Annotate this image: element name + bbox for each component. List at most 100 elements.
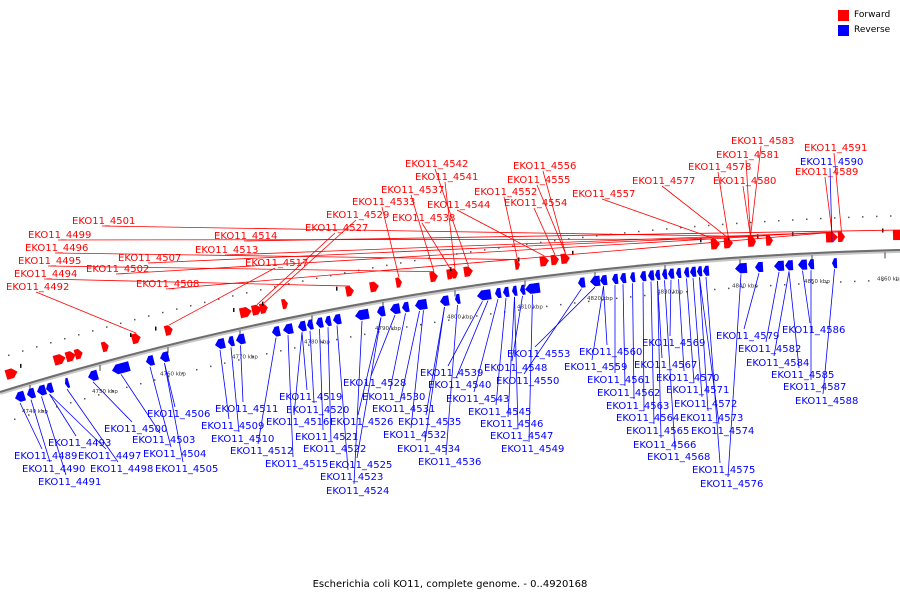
forward-gene-leader xyxy=(434,168,469,267)
forward-gene-leader xyxy=(263,219,357,304)
track-dot xyxy=(876,215,878,218)
track-dot xyxy=(246,292,248,294)
reverse-gene-label: EKO11_4590 xyxy=(800,157,863,168)
reverse-gene-label: EKO11_4532 xyxy=(383,430,446,441)
track-dot xyxy=(288,283,290,285)
track-dot xyxy=(512,245,514,247)
reverse-gene-label: EKO11_4523 xyxy=(320,472,383,483)
reverse-gene-label: EKO11_4572 xyxy=(674,399,737,410)
track-dot xyxy=(386,264,388,267)
reverse-gene-leader xyxy=(219,349,230,420)
reverse-gene-label: EKO11_4510 xyxy=(211,434,274,445)
reverse-gene-leader xyxy=(357,317,382,416)
reverse-gene-arrow xyxy=(45,382,55,394)
ruler-label: 4820 kbp xyxy=(587,296,613,302)
track-dot xyxy=(134,318,136,321)
forward-gene-arrow xyxy=(100,341,109,353)
reverse-gene-leader xyxy=(591,286,604,361)
reverse-gene-arrow xyxy=(315,317,324,328)
track-dot xyxy=(602,299,604,301)
track-dot xyxy=(882,279,884,282)
track-dot xyxy=(540,241,542,244)
reverse-gene-leader xyxy=(309,330,315,404)
track-dot xyxy=(840,281,842,283)
reverse-gene-arrow xyxy=(214,337,226,349)
forward-gene-label: EKO11_4494 xyxy=(14,269,77,280)
reverse-gene-label: EKO11_4531 xyxy=(372,404,435,415)
reverse-gene-arrow xyxy=(88,369,99,381)
track-dot xyxy=(372,267,374,269)
track-dot xyxy=(8,354,10,357)
track-dot xyxy=(638,230,640,233)
forward-gene-label: EKO11_4589 xyxy=(795,167,858,178)
reverse-gene-label: EKO11_4573 xyxy=(680,413,743,424)
track-dot xyxy=(140,382,142,385)
track-dot xyxy=(484,249,486,251)
track-dot xyxy=(64,337,66,340)
reverse-gene-leader xyxy=(523,288,582,375)
reverse-gene-arrow xyxy=(577,277,586,288)
forward-gene-label: EKO11_4580 xyxy=(713,176,776,187)
track-dot xyxy=(868,280,870,282)
reverse-gene-label: EKO11_4561 xyxy=(587,375,650,386)
track-dot xyxy=(168,375,170,378)
reverse-gene-arrow xyxy=(111,361,131,375)
reverse-gene-label: EKO11_4549 xyxy=(501,444,564,455)
forward-gene-leader xyxy=(750,145,762,237)
track-dot xyxy=(582,236,584,239)
reverse-gene-arrow xyxy=(235,333,246,345)
reverse-gene-leader xyxy=(410,310,424,429)
reverse-gene-label: EKO11_4546 xyxy=(480,419,543,430)
forward-gene-arrow xyxy=(345,286,354,297)
reverse-gene-label: EKO11_4574 xyxy=(691,426,754,437)
track-marker xyxy=(155,326,157,331)
track-dot xyxy=(302,280,304,282)
reverse-gene-label: EKO11_4540 xyxy=(428,380,491,391)
track-dot xyxy=(770,284,772,287)
reverse-gene-leader xyxy=(120,374,161,434)
track-dot xyxy=(666,228,668,230)
forward-gene-label: EKO11_4542 xyxy=(405,159,468,170)
track-dot xyxy=(784,284,786,286)
track-dot xyxy=(652,229,654,231)
forward-gene-label: EKO11_4555 xyxy=(507,175,570,186)
reverse-gene-leader xyxy=(389,313,406,391)
reverse-gene-arrow xyxy=(37,384,48,396)
reverse-gene-label: EKO11_4566 xyxy=(633,440,696,451)
ruler-label: 4800 kbp xyxy=(447,314,473,320)
forward-gene-leader xyxy=(742,185,751,237)
reverse-gene-arrow xyxy=(797,259,808,270)
forward-gene-label: EKO11_4495 xyxy=(18,256,81,267)
reverse-gene-label: EKO11_4568 xyxy=(647,452,710,463)
track-dot xyxy=(588,300,590,303)
reverse-gene-label: EKO11_4579 xyxy=(716,331,779,342)
reverse-gene-arrow xyxy=(808,259,815,270)
reverse-gene-arrow xyxy=(611,273,619,285)
track-dot xyxy=(462,317,464,319)
track-dot xyxy=(344,272,346,274)
reverse-gene-leader xyxy=(669,279,672,337)
reverse-gene-arrow xyxy=(785,260,794,271)
reverse-gene-label: EKO11_4506 xyxy=(147,409,210,420)
reverse-gene-label: EKO11_4505 xyxy=(155,464,218,475)
reverse-gene-arrow xyxy=(227,335,235,347)
track-dot xyxy=(112,390,114,392)
reverse-gene-label: EKO11_4571 xyxy=(666,385,729,396)
reverse-gene-leader xyxy=(678,279,685,372)
ruler-label: 4790 kbp xyxy=(375,326,401,332)
forward-gene-arrow xyxy=(892,229,900,241)
track-dot xyxy=(820,217,822,220)
reverse-gene-label: EKO11_4504 xyxy=(143,449,206,460)
reverse-gene-leader xyxy=(802,270,811,324)
reverse-gene-leader xyxy=(692,277,703,398)
track-dot xyxy=(792,219,794,221)
reverse-gene-leader xyxy=(473,299,499,393)
reverse-gene-arrow xyxy=(662,269,668,280)
legend-forward-swatch xyxy=(838,10,849,21)
forward-gene-leader xyxy=(717,171,729,239)
track-dot xyxy=(154,379,156,381)
track-dot xyxy=(778,220,780,222)
reverse-gene-leader xyxy=(19,402,43,450)
track-dot xyxy=(336,338,338,341)
